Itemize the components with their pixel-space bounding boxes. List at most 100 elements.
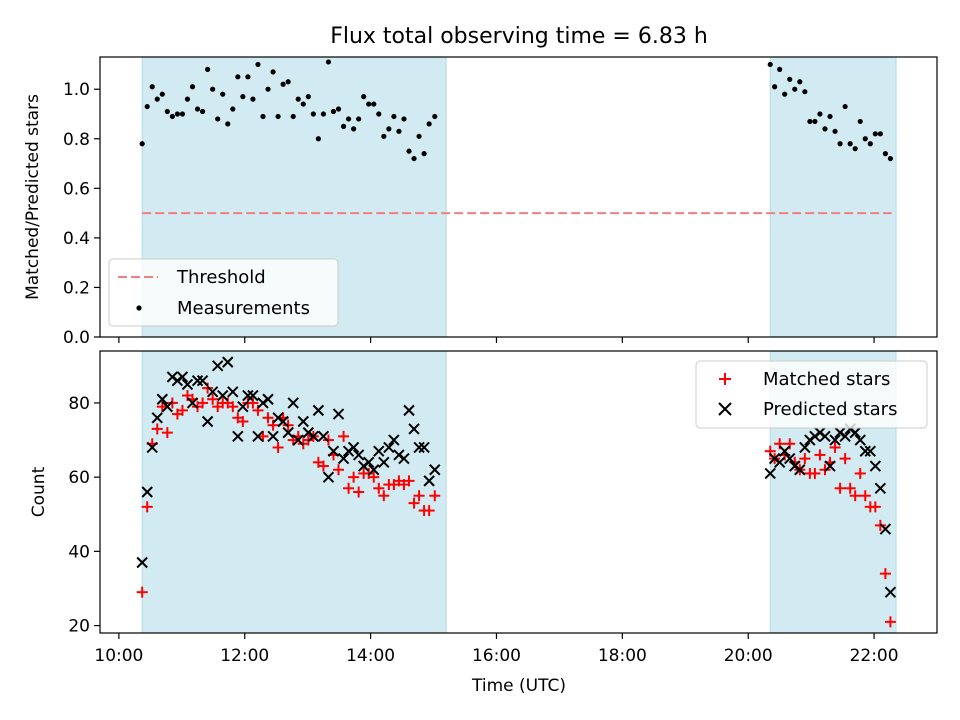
matched-point [262, 412, 274, 424]
measurement-point [421, 151, 427, 157]
measurement-point [877, 131, 883, 137]
predicted-point [151, 412, 163, 424]
measurement-point [837, 141, 843, 147]
predicted-point [332, 408, 345, 420]
matched-point [814, 449, 826, 461]
measurement-point [852, 146, 858, 152]
predicted-point [186, 397, 199, 409]
predicted-point [227, 386, 239, 398]
bottom-x-ticks: 10:00 12:00 14:00 16:00 18:00 20:00 22:00 [94, 633, 899, 666]
measurement-point [310, 111, 316, 117]
predicted-point [378, 456, 390, 469]
top-panel: 0.0 0.2 0.4 0.6 0.8 1.0 Matched/Predicted sta… [23, 56, 938, 348]
measurement-point [817, 111, 823, 117]
top-legend: Threshold Measurements [108, 258, 339, 327]
measurement-point [285, 79, 291, 85]
bottom-y-ticks: 20 40 60 80 [68, 394, 100, 637]
predicted-point [368, 464, 380, 476]
measurement-point [361, 94, 367, 100]
measurement-point [240, 94, 246, 100]
bottom-axes-frame [99, 350, 938, 634]
predicted-point [869, 460, 882, 472]
y-tick-label: 20 [68, 617, 90, 637]
x-tick-label: 14:00 [346, 646, 395, 666]
measurement-point [199, 108, 206, 115]
predicted-point [784, 452, 796, 465]
legend-measurements-label: Measurements [177, 298, 310, 319]
measurement-point [235, 74, 241, 80]
y-tick-label: 0.2 [63, 278, 90, 298]
predicted-point [413, 441, 425, 454]
top-axes-frame [99, 56, 938, 338]
x-tick-label: 20:00 [724, 646, 773, 666]
predicted-point [317, 430, 330, 443]
predicted-point [819, 430, 831, 443]
measurement-point [432, 113, 438, 120]
measurement-point [371, 101, 377, 107]
legend-measurements-swatch [136, 305, 142, 311]
matched-point [408, 497, 420, 509]
measurement-point [270, 69, 276, 75]
predicted-point [854, 434, 866, 446]
measurement-point [857, 118, 863, 125]
series-measurements [139, 59, 894, 162]
measurement-point [305, 94, 311, 100]
matched-point [844, 482, 856, 494]
predicted-point [176, 371, 189, 383]
matched-point [423, 505, 435, 517]
measurement-point [174, 111, 181, 117]
predicted-point [352, 449, 365, 461]
measurement-point [255, 61, 261, 68]
predicted-point [773, 456, 786, 469]
matched-point [829, 441, 841, 453]
measurement-point [290, 113, 296, 120]
measurement-point [189, 84, 196, 90]
predicted-point [778, 445, 791, 457]
measurement-point [401, 116, 407, 122]
predicted-point [874, 482, 887, 494]
measurement-point [164, 108, 170, 115]
predicted-point [196, 374, 209, 387]
matched-point [227, 401, 239, 413]
predicted-point [222, 356, 234, 368]
predicted-point [141, 486, 153, 498]
measurement-point [215, 116, 221, 122]
measurement-point [792, 86, 798, 92]
predicted-point [879, 523, 892, 535]
matched-point [378, 490, 390, 502]
measurement-point [386, 126, 392, 132]
top-y-ticks: 0.0 0.2 0.4 0.6 0.8 1.0 [63, 80, 100, 348]
predicted-point [297, 415, 309, 428]
predicted-point [429, 464, 441, 476]
measurement-point [265, 86, 271, 92]
predicted-point [242, 389, 254, 402]
measurement-point [225, 121, 231, 127]
top-x-ticks [118, 337, 875, 343]
measurement-point [356, 116, 362, 122]
predicted-point [839, 430, 851, 443]
predicted-point [794, 464, 806, 476]
shaded-interval-2 [769, 56, 897, 338]
matched-point [368, 471, 380, 483]
matched-point [879, 568, 891, 580]
measurement-point [210, 86, 216, 92]
matched-point [799, 453, 811, 465]
y-tick-label: 0.4 [63, 229, 90, 249]
measurement-point [396, 128, 402, 134]
predicted-point [262, 393, 274, 405]
measurement-point [194, 106, 201, 112]
predicted-point [322, 471, 335, 483]
matched-point [343, 482, 355, 494]
predicted-point [312, 404, 325, 417]
measurement-point [295, 96, 301, 102]
predicted-point [287, 397, 299, 409]
measurement-point [842, 103, 848, 110]
measurement-point [230, 106, 236, 112]
measurement-point [280, 81, 286, 87]
y-tick-label: 1.0 [63, 80, 90, 100]
predicted-point [824, 460, 836, 472]
predicted-point [206, 386, 219, 398]
predicted-point [799, 441, 811, 454]
chart-title: Flux total observing time = 6.83 h [330, 24, 708, 49]
measurement-point [300, 101, 306, 107]
